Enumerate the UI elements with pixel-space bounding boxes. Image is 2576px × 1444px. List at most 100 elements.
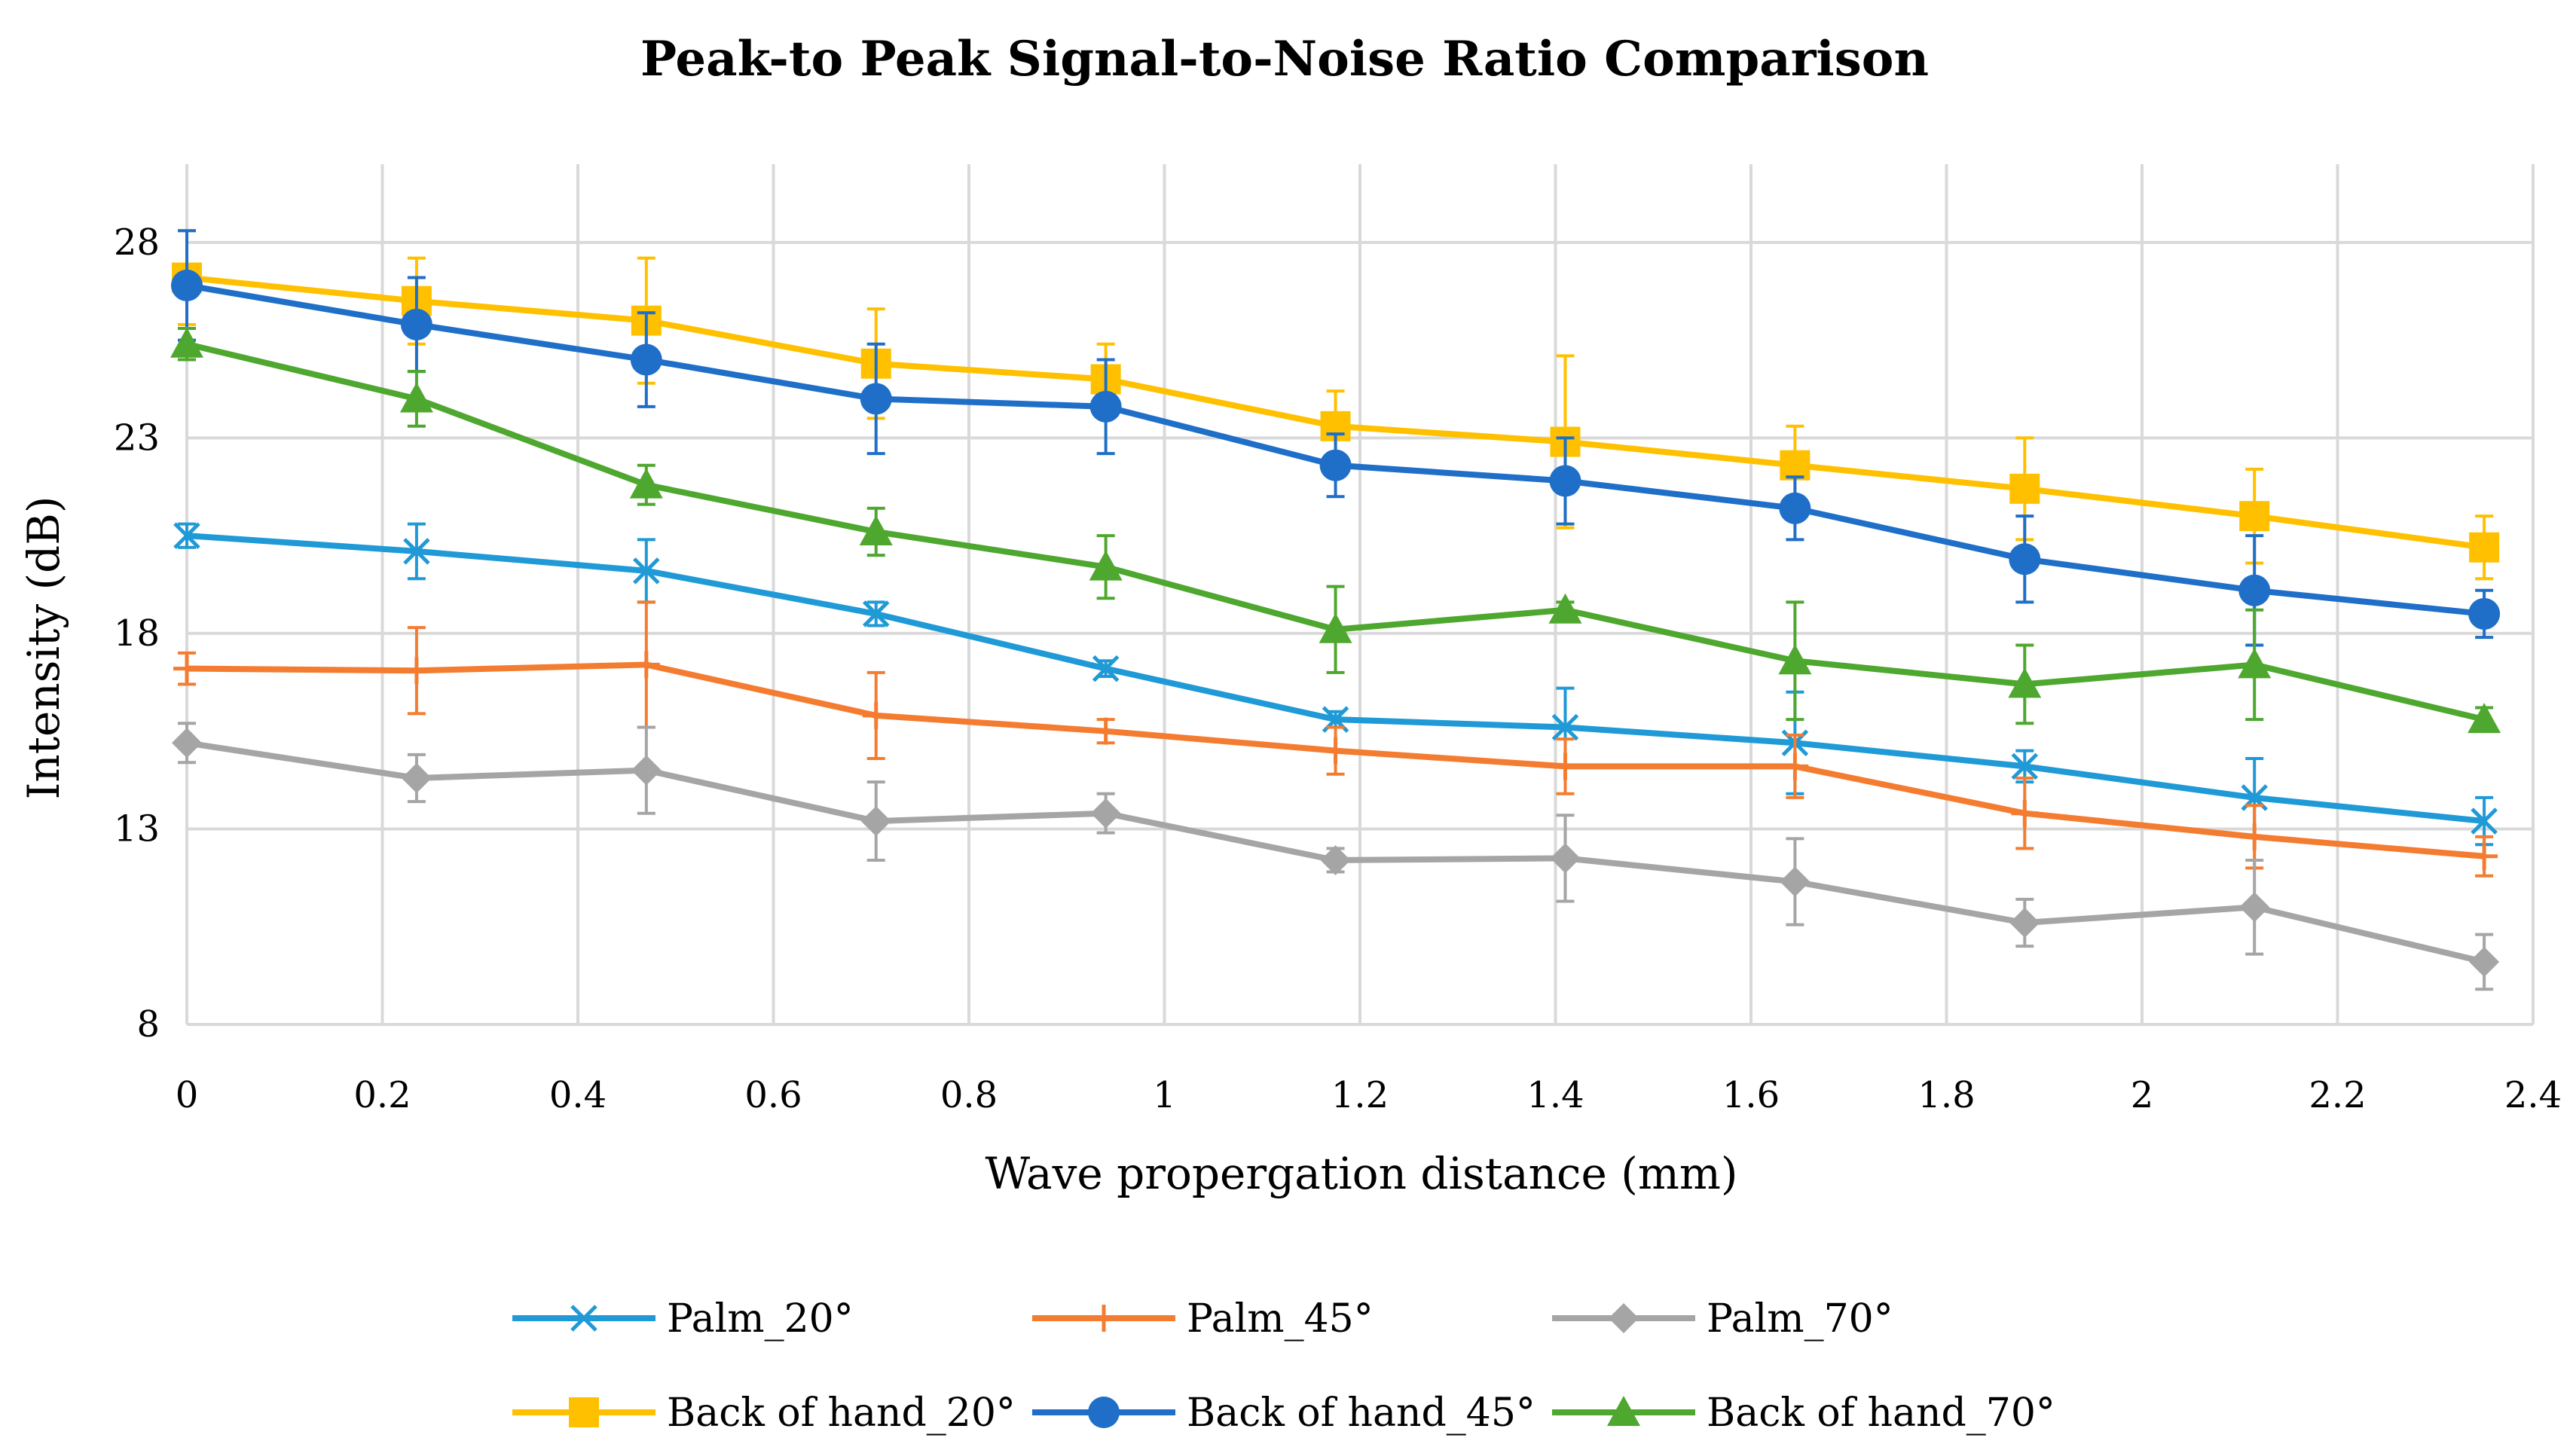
x-tick-label: 0 <box>176 1074 199 1116</box>
legend-item: Palm_70° <box>1552 1296 1893 1342</box>
data-point <box>629 468 663 499</box>
x-tick-label: 1.6 <box>1722 1074 1780 1116</box>
data-point <box>401 762 432 793</box>
error-bars <box>178 522 2494 847</box>
data-point <box>1089 390 1122 423</box>
series-1 <box>173 600 2498 878</box>
x-tick-label: 0.2 <box>353 1074 411 1116</box>
x-tick-label: 1.4 <box>1526 1074 1584 1116</box>
data-point <box>859 514 893 545</box>
data-point <box>173 522 200 549</box>
x-tick-label: 2.2 <box>2309 1074 2366 1116</box>
data-point <box>170 327 203 358</box>
error-bars <box>178 229 2494 647</box>
data-point <box>862 600 890 627</box>
legend-marker <box>1607 1396 1640 1426</box>
data-point <box>1548 593 1582 624</box>
y-axis-ticks: 8 13 18 23 28 <box>114 221 160 1046</box>
series-line <box>186 533 2485 825</box>
data-point <box>1778 644 1812 675</box>
y-axis-title: Intensity (dB) <box>18 496 69 799</box>
x-tick-label: 0.8 <box>940 1074 998 1116</box>
data-point <box>2008 667 2042 698</box>
legend-item: Palm_20° <box>512 1296 854 1342</box>
error-bars <box>178 229 2494 581</box>
data-point <box>1781 753 1809 780</box>
data-point <box>1092 717 1120 745</box>
data-point <box>862 701 890 729</box>
data-point <box>1319 449 1352 481</box>
grid <box>185 164 2535 1026</box>
data-point <box>631 755 662 786</box>
data-point <box>2469 532 2500 563</box>
data-point <box>1322 737 1349 765</box>
data-point <box>2469 946 2500 977</box>
data-point <box>171 269 203 301</box>
y-tick-label: 13 <box>114 807 160 850</box>
data-point <box>2009 908 2040 939</box>
series-5 <box>170 327 2501 734</box>
y-tick-label: 23 <box>114 417 160 459</box>
legend-marker <box>569 1397 599 1427</box>
data-point <box>2241 823 2269 850</box>
data-point <box>172 728 202 759</box>
legend-label: Back of hand_45° <box>1187 1391 1536 1436</box>
x-tick-label: 0.6 <box>744 1074 802 1116</box>
data-point <box>2468 703 2501 734</box>
legend-label: Palm_45° <box>1187 1296 1374 1342</box>
data-point <box>403 538 430 565</box>
x-tick-label: 1 <box>1153 1074 1176 1116</box>
data-point <box>2468 597 2501 630</box>
legend-item: Palm_45° <box>1032 1296 1374 1342</box>
legend: Palm_20° Palm_45° Palm_70° Back of hand_20°… <box>512 1296 2055 1436</box>
data-point <box>2238 648 2272 679</box>
y-tick-label: 28 <box>114 221 160 264</box>
legend-label: Palm_70° <box>1707 1296 1893 1342</box>
y-tick-label: 18 <box>114 612 160 655</box>
data-point <box>1090 798 1121 829</box>
legend-item: Back of hand_20° <box>512 1391 1016 1436</box>
data-point <box>860 806 891 837</box>
legend-marker <box>570 1305 597 1332</box>
data-point <box>2011 799 2039 827</box>
data-point <box>630 343 662 376</box>
data-point <box>1089 550 1123 581</box>
chart-title: Peak-to Peak Signal-to-Noise Ratio Compa… <box>640 31 1929 87</box>
data-point <box>2238 574 2271 606</box>
data-point <box>173 655 200 682</box>
legend-marker <box>1090 1305 1117 1332</box>
data-point <box>1780 450 1811 481</box>
legend-label: Back of hand_70° <box>1707 1391 2055 1436</box>
data-point <box>1550 843 1581 874</box>
x-tick-label: 2 <box>2131 1074 2154 1116</box>
legend-label: Back of hand_20° <box>667 1391 1016 1436</box>
data-point <box>2239 501 2270 532</box>
data-point <box>633 557 660 585</box>
data-point <box>860 383 892 415</box>
data-point <box>1780 866 1811 897</box>
plot-area <box>170 229 2501 991</box>
x-tick-label: 0.4 <box>549 1074 607 1116</box>
data-point <box>1320 844 1351 875</box>
series-0 <box>173 522 2498 847</box>
series-2 <box>172 722 2500 991</box>
x-tick-label: 2.4 <box>2504 1074 2562 1116</box>
data-point <box>402 657 430 685</box>
data-point <box>1319 612 1352 643</box>
series-4 <box>171 229 2501 647</box>
data-point <box>2239 892 2270 923</box>
data-point <box>1551 753 1579 780</box>
data-point <box>2011 753 2039 780</box>
data-point <box>632 651 660 679</box>
legend-marker <box>1609 1303 1639 1333</box>
data-point <box>2471 842 2498 870</box>
data-point <box>1549 465 1581 497</box>
legend-label: Palm_20° <box>667 1296 854 1342</box>
data-point <box>2009 473 2040 504</box>
x-axis-title: Wave propergation distance (mm) <box>985 1148 1737 1199</box>
y-tick-label: 8 <box>136 1003 160 1046</box>
data-point <box>1779 492 1811 524</box>
data-point <box>1092 655 1120 682</box>
data-point <box>399 382 433 413</box>
